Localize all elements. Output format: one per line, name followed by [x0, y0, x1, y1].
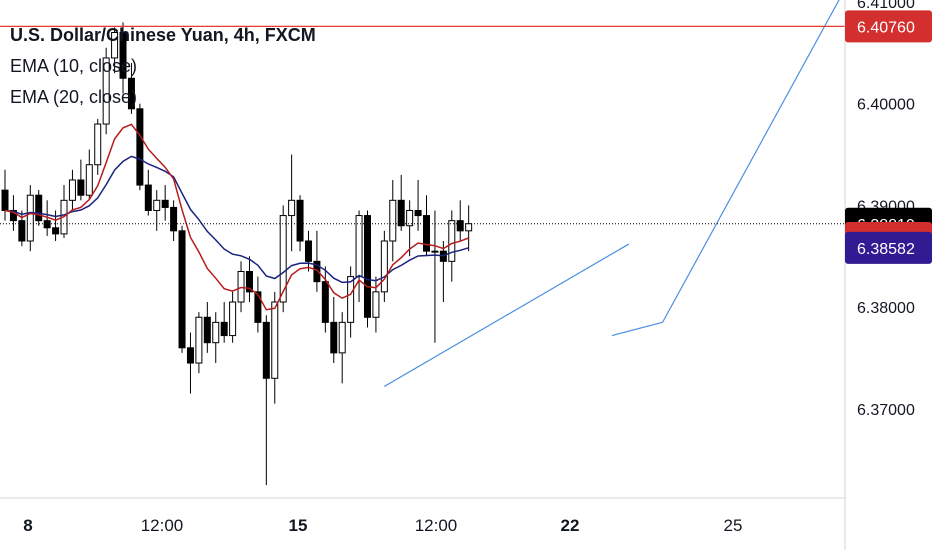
candle-body: [26, 194, 34, 242]
candle-body: [296, 199, 304, 242]
candle-body: [414, 209, 422, 217]
time-tick-label: 12:00: [141, 516, 184, 535]
price-tick-label: 6.40000: [857, 97, 915, 114]
price-badge: [845, 231, 932, 264]
candle-body: [465, 223, 473, 232]
candle-body: [94, 123, 102, 166]
candle-body: [330, 321, 338, 354]
candle-body: [321, 281, 329, 323]
candle-body: [18, 220, 26, 242]
candle-body: [448, 220, 456, 262]
candle-body: [271, 301, 279, 379]
price-tick-label: 6.37000: [857, 402, 915, 419]
symbol-title[interactable]: U.S. Dollar/Chinese Yuan, 4h, FXCM: [10, 25, 316, 45]
candle-body: [52, 227, 60, 235]
candle-body: [380, 240, 388, 293]
candle-body: [43, 220, 51, 229]
candle-body: [431, 250, 439, 253]
candle-body: [254, 291, 262, 323]
candle-body: [288, 199, 296, 217]
candle-body: [195, 316, 203, 364]
candle-body: [119, 32, 127, 79]
candle-body: [170, 206, 178, 232]
candle-body: [77, 179, 85, 196]
candle-body: [347, 276, 355, 323]
ema20-legend[interactable]: EMA (20, close): [10, 87, 138, 107]
time-tick-label: 15: [289, 516, 308, 535]
time-tick-label: 8: [23, 516, 32, 535]
trendline[interactable]: [384, 243, 630, 387]
candle-body: [153, 199, 161, 211]
candle-body: [423, 215, 430, 252]
price-tick-label: 6.38000: [857, 300, 915, 317]
chart-legend: U.S. Dollar/Chinese Yuan, 4h, FXCM EMA (…: [10, 20, 316, 113]
candle-body: [406, 209, 414, 227]
candle-body: [127, 77, 135, 110]
candle-body: [456, 220, 464, 232]
ema10-line: [4, 123, 469, 311]
candles-group: [1, 22, 473, 486]
candle-body: [178, 230, 186, 349]
ema10-legend[interactable]: EMA (10, close): [10, 56, 138, 76]
plot-area[interactable]: [0, 0, 845, 486]
candle-body: [363, 215, 371, 318]
time-tick-label: 22: [561, 516, 580, 535]
candle-body: [372, 291, 380, 318]
candle-body: [9, 209, 17, 222]
candle-body: [397, 199, 405, 227]
candle-body: [203, 316, 211, 344]
price-badge: [845, 10, 932, 43]
time-tick-label: 12:00: [415, 516, 458, 535]
candle-body: [136, 108, 144, 186]
candle-body: [35, 194, 43, 222]
candle-body: [304, 240, 312, 262]
candle-body: [102, 57, 110, 125]
trendline[interactable]: [611, 321, 663, 337]
candle-body: [161, 199, 169, 208]
candle-body: [245, 271, 253, 293]
candle-body: [389, 199, 397, 242]
candle-body: [186, 347, 194, 364]
time-axis[interactable]: 8 12:00 15 12:00 22 25: [23, 516, 742, 535]
price-tick-label: 6.41000: [857, 0, 915, 12]
candle-body: [85, 164, 93, 196]
candle-body: [220, 321, 228, 337]
candle-body: [212, 321, 220, 344]
trendlines-group: [384, 0, 840, 387]
time-tick-label: 25: [724, 516, 743, 535]
candle-body: [262, 321, 270, 379]
candle-body: [111, 32, 119, 59]
trendline[interactable]: [662, 0, 840, 323]
price-badge-label: 6.38582: [857, 241, 915, 258]
candle-body: [1, 189, 9, 211]
candle-body: [313, 260, 321, 283]
ema20-line: [4, 155, 469, 284]
candle-body: [279, 215, 287, 303]
candle-body: [144, 184, 152, 211]
candle-body: [229, 301, 237, 337]
candle-body: [338, 321, 346, 354]
candle-body: [355, 215, 363, 278]
candle-body: [68, 179, 76, 201]
price-badge-label: 6.40760: [857, 19, 915, 36]
